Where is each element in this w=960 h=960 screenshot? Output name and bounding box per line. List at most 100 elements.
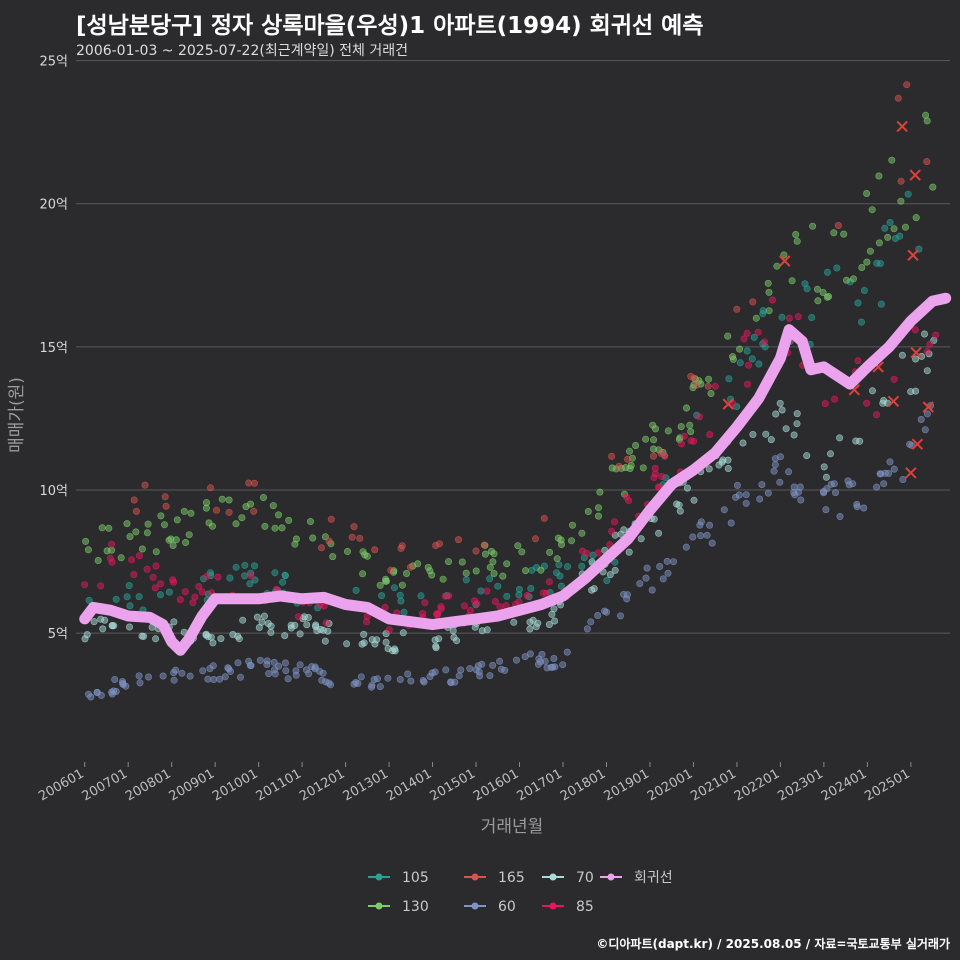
data-point-105: [232, 563, 240, 571]
data-point-130: [182, 538, 190, 546]
data-point-105: [126, 602, 134, 610]
x-tick-label: 200701: [80, 766, 130, 804]
data-point-60: [296, 661, 304, 669]
x-tick-label: 201001: [210, 766, 260, 804]
data-point-60: [270, 658, 278, 666]
data-point-70: [739, 439, 747, 447]
data-point-165: [350, 523, 358, 531]
data-point-70: [690, 496, 698, 504]
data-point-130: [439, 575, 447, 583]
data-point-85: [214, 573, 222, 581]
data-point-130: [382, 575, 390, 583]
data-point-105: [736, 359, 744, 367]
data-point-130: [225, 496, 233, 504]
data-point-70: [856, 437, 864, 445]
data-point-130: [172, 536, 180, 544]
data-point-70: [108, 621, 116, 629]
data-point-130: [557, 540, 565, 548]
data-point-85: [81, 581, 89, 589]
data-point-105: [823, 268, 831, 276]
recent-trade-marker: [905, 467, 917, 479]
data-point-130: [161, 521, 169, 529]
x-tick-label: 200901: [167, 766, 217, 804]
data-point-70: [471, 623, 479, 631]
data-point-105: [527, 584, 535, 592]
data-point-105: [123, 593, 131, 601]
data-point-60: [822, 506, 830, 514]
legend-label: 60: [498, 899, 516, 915]
data-point-60: [281, 659, 289, 667]
data-point-165: [624, 455, 632, 463]
legend-swatch-dot: [549, 873, 557, 881]
data-point-130: [292, 535, 300, 543]
data-point-60: [256, 656, 264, 664]
data-point-130: [490, 569, 498, 577]
data-point-60: [796, 483, 804, 491]
data-point-165: [132, 507, 140, 515]
data-point-60: [292, 667, 300, 675]
data-point-85: [523, 591, 531, 599]
data-point-130: [901, 223, 909, 231]
data-point-60: [210, 675, 218, 683]
grid-lines: [76, 60, 950, 634]
data-point-85: [170, 578, 178, 586]
data-point-130: [489, 558, 497, 566]
data-point-60: [419, 676, 427, 684]
data-point-165: [615, 462, 623, 470]
legend-swatch-dot: [549, 902, 557, 910]
data-point-60: [204, 675, 212, 683]
data-point-165: [250, 507, 258, 515]
data-point-60: [727, 519, 735, 527]
data-point-60: [602, 608, 610, 616]
data-point-60: [706, 521, 714, 529]
x-axis-title: 거래년월: [481, 817, 544, 837]
data-point-130: [414, 560, 422, 568]
data-point-85: [743, 380, 751, 388]
data-point-105: [135, 593, 143, 601]
data-point-130: [567, 537, 575, 545]
data-point-130: [705, 375, 713, 383]
data-point-70: [550, 605, 558, 613]
data-point-165: [903, 81, 911, 89]
data-point-85: [157, 580, 165, 588]
x-tick-label: 201201: [297, 766, 347, 804]
data-point-165: [923, 158, 931, 166]
data-point-130: [875, 239, 883, 247]
data-point-105: [279, 578, 287, 586]
data-point-165: [161, 493, 169, 501]
data-point-85: [606, 541, 614, 549]
data-point-130: [108, 546, 116, 554]
data-point-130: [232, 520, 240, 528]
data-point-130: [359, 570, 367, 578]
data-point-70: [360, 639, 368, 647]
legend-item-105: 105: [368, 870, 429, 886]
data-point-130: [138, 545, 146, 553]
data-point-130: [765, 307, 773, 315]
data-point-85: [740, 335, 748, 343]
data-point-60: [455, 672, 463, 680]
data-point-60: [318, 676, 326, 684]
data-point-105: [400, 608, 408, 616]
data-point-85: [195, 582, 203, 590]
data-point-130: [596, 488, 604, 496]
data-point-60: [663, 557, 671, 565]
data-point-60: [873, 483, 881, 491]
x-axis-ticks: 2006012007012008012009012010012011012012…: [36, 762, 913, 804]
data-point-70: [683, 484, 691, 492]
data-point-60: [472, 666, 480, 674]
data-point-60: [186, 672, 194, 680]
data-point-60: [720, 506, 728, 514]
data-point-105: [881, 224, 889, 232]
data-point-130: [793, 237, 801, 245]
data-point-165: [245, 479, 253, 487]
data-point-60: [224, 664, 232, 672]
data-point-60: [659, 575, 667, 583]
data-point-105: [390, 584, 398, 592]
x-tick-label: 202001: [645, 766, 695, 804]
data-point-105: [876, 259, 884, 267]
data-point-60: [642, 574, 650, 582]
data-point-60: [906, 440, 914, 448]
data-point-70: [99, 625, 107, 633]
data-point-130: [649, 421, 657, 429]
